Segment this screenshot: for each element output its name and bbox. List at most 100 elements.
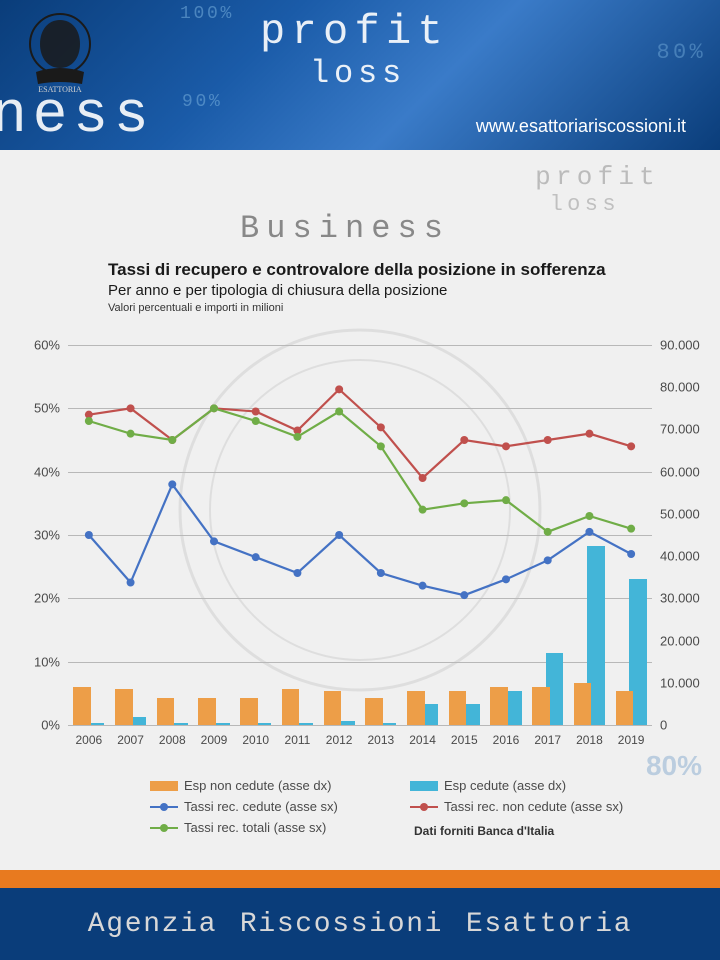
footer-orange-bar — [0, 870, 720, 888]
legend-tassi-cedute: Tassi rec. cedute (asse sx) — [150, 799, 410, 814]
marker-tassi_non_cedute — [460, 436, 468, 444]
y-left-tick: 30% — [18, 528, 60, 543]
marker-tassi_non_cedute — [585, 430, 593, 438]
marker-tassi_totali — [502, 496, 510, 504]
marker-tassi_non_cedute — [544, 436, 552, 444]
y-right-tick: 40.000 — [660, 549, 710, 564]
marker-tassi_cedute — [377, 569, 385, 577]
header-pct-80: 80% — [656, 40, 706, 65]
x-tick: 2008 — [159, 733, 186, 747]
y-right-tick: 80.000 — [660, 380, 710, 395]
legend-esp-non-cedute: Esp non cedute (asse dx) — [150, 778, 410, 793]
x-tick: 2006 — [75, 733, 102, 747]
x-tick: 2012 — [326, 733, 353, 747]
marker-tassi_non_cedute — [127, 404, 135, 412]
chart-title: Tassi di recupero e controvalore della p… — [108, 260, 606, 280]
marker-tassi_cedute — [419, 582, 427, 590]
legend-tassi-totali: Tassi rec. totali (asse sx) — [150, 820, 410, 835]
x-tick: 2011 — [285, 733, 311, 747]
chart-plot: 0%10%20%30%40%50%60%010.00020.00030.0004… — [20, 345, 700, 765]
y-right-tick: 90.000 — [660, 338, 710, 353]
header-banner: ESATTORIA 100% profit loss 80% ness 90% … — [0, 0, 720, 150]
marker-tassi_cedute — [502, 575, 510, 583]
x-tick: 2009 — [201, 733, 228, 747]
marker-tassi_cedute — [85, 531, 93, 539]
x-tick: 2019 — [618, 733, 645, 747]
chart-titles: Tassi di recupero e controvalore della p… — [108, 260, 606, 314]
marker-tassi_cedute — [293, 569, 301, 577]
header-profit-text: profit — [260, 8, 449, 56]
legend-line-red — [410, 802, 438, 812]
marker-tassi_totali — [544, 528, 552, 536]
marker-tassi_cedute — [460, 591, 468, 599]
y-left-tick: 10% — [18, 654, 60, 669]
legend-swatch-orange — [150, 781, 178, 791]
legend-label: Esp cedute (asse dx) — [444, 778, 566, 793]
legend-line-blue — [150, 802, 178, 812]
marker-tassi_totali — [210, 404, 218, 412]
y-right-tick: 50.000 — [660, 506, 710, 521]
x-tick: 2007 — [117, 733, 144, 747]
marker-tassi_cedute — [210, 537, 218, 545]
chart-note: Valori percentuali e importi in milioni — [108, 302, 606, 314]
marker-tassi_non_cedute — [252, 408, 260, 416]
chart-region: profit loss Business 80% Tassi di recupe… — [0, 150, 720, 870]
y-right-tick: 30.000 — [660, 591, 710, 606]
y-right-tick: 60.000 — [660, 464, 710, 479]
marker-tassi_cedute — [252, 553, 260, 561]
marker-tassi_totali — [419, 506, 427, 514]
footer-text: Agenzia Riscossioni Esattoria — [88, 909, 632, 940]
y-left-tick: 60% — [18, 338, 60, 353]
x-tick: 2013 — [367, 733, 394, 747]
marker-tassi_totali — [168, 436, 176, 444]
x-tick: 2010 — [242, 733, 269, 747]
legend-line-green — [150, 823, 178, 833]
x-tick: 2015 — [451, 733, 478, 747]
marker-tassi_non_cedute — [627, 442, 635, 450]
marker-tassi_totali — [460, 499, 468, 507]
x-tick: 2017 — [534, 733, 561, 747]
legend-label: Tassi rec. cedute (asse sx) — [184, 799, 338, 814]
marker-tassi_cedute — [168, 480, 176, 488]
marker-tassi_non_cedute — [502, 442, 510, 450]
marker-tassi_totali — [127, 430, 135, 438]
watermark-business: Business — [240, 210, 450, 247]
marker-tassi_non_cedute — [335, 385, 343, 393]
x-tick: 2016 — [493, 733, 520, 747]
marker-tassi_cedute — [335, 531, 343, 539]
marker-tassi_cedute — [627, 550, 635, 558]
x-tick: 2018 — [576, 733, 603, 747]
legend-tassi-non-cedute: Tassi rec. non cedute (asse sx) — [410, 799, 670, 814]
header-loss-text: loss — [310, 55, 406, 92]
marker-tassi_non_cedute — [377, 423, 385, 431]
marker-tassi_totali — [627, 525, 635, 533]
line-tassi_totali — [89, 408, 631, 531]
legend-label: Tassi rec. totali (asse sx) — [184, 820, 326, 835]
header-pct-90: 90% — [182, 92, 223, 112]
y-left-tick: 20% — [18, 591, 60, 606]
footer-banner: Agenzia Riscossioni Esattoria — [0, 888, 720, 960]
header-pct-100: 100% — [180, 4, 234, 24]
plot-area — [68, 345, 652, 725]
marker-tassi_totali — [293, 433, 301, 441]
y-right-tick: 0 — [660, 718, 710, 733]
marker-tassi_totali — [252, 417, 260, 425]
marker-tassi_cedute — [127, 579, 135, 587]
data-source-note: Dati forniti Banca d'Italia — [414, 824, 554, 838]
y-left-tick: 40% — [18, 464, 60, 479]
y-left-tick: 0% — [18, 718, 60, 733]
y-left-tick: 50% — [18, 401, 60, 416]
watermark-profit: profit — [535, 162, 660, 192]
marker-tassi_cedute — [585, 528, 593, 536]
y-right-tick: 70.000 — [660, 422, 710, 437]
y-right-tick: 10.000 — [660, 675, 710, 690]
marker-tassi_cedute — [544, 556, 552, 564]
chart-lines-svg — [68, 345, 652, 725]
header-ness-text: ness — [0, 84, 154, 149]
legend-label: Tassi rec. non cedute (asse sx) — [444, 799, 623, 814]
legend-swatch-blue — [410, 781, 438, 791]
marker-tassi_totali — [585, 512, 593, 520]
y-right-tick: 20.000 — [660, 633, 710, 648]
marker-tassi_non_cedute — [419, 474, 427, 482]
legend-esp-cedute: Esp cedute (asse dx) — [410, 778, 670, 793]
